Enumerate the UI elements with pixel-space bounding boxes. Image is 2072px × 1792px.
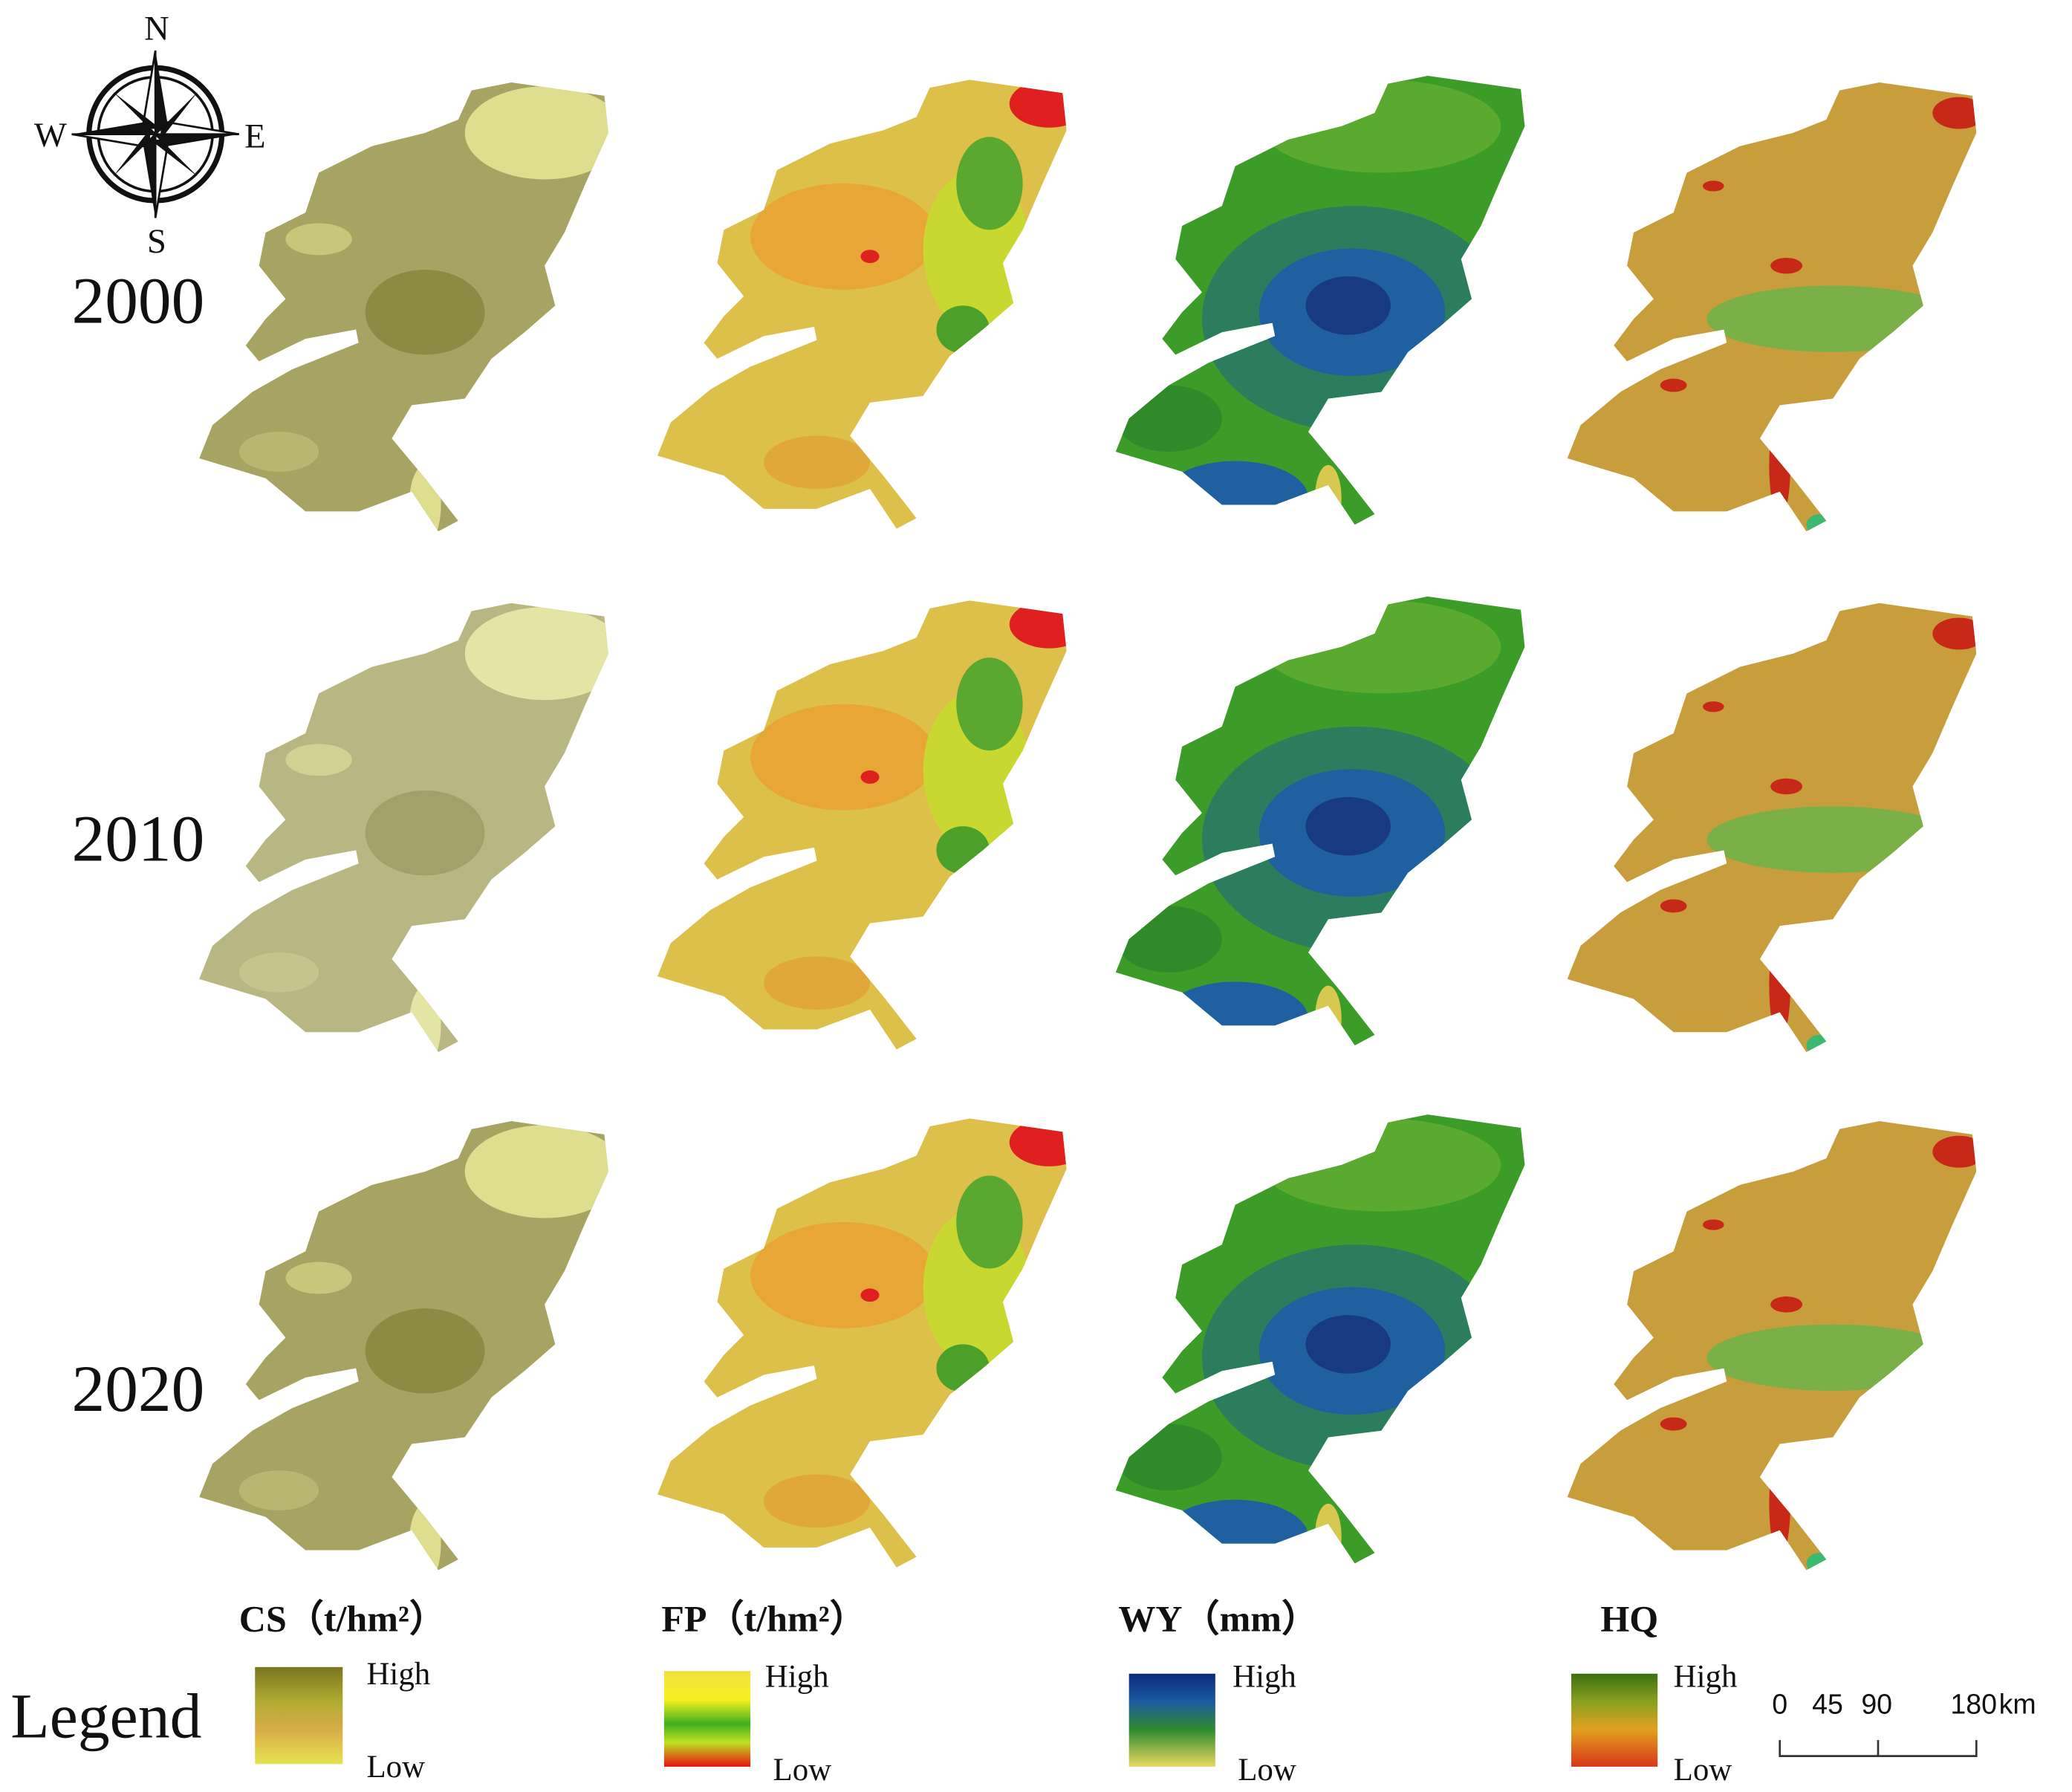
legend-heading: CS（t/hm²） [239, 1598, 446, 1640]
color-ramp [255, 1666, 343, 1765]
compass-south: S [147, 223, 166, 261]
map-wy [1116, 1112, 1527, 1574]
compass-east: E [244, 118, 265, 156]
legend-low: Low [1674, 1753, 1732, 1788]
legend-heading: HQ [1600, 1598, 1658, 1640]
compass-west: W [34, 117, 67, 155]
color-ramp [1571, 1673, 1658, 1767]
scale-tick-label: 180 [1950, 1688, 1997, 1719]
legend-title: Legend [10, 1681, 201, 1752]
legend-low: Low [773, 1753, 832, 1788]
map-fp [657, 1116, 1089, 1574]
map-wy [1116, 594, 1527, 1056]
color-ramp [1128, 1673, 1215, 1767]
legend-high: High [1674, 1660, 1738, 1695]
map-hq [1568, 600, 1986, 1059]
legend-high: High [765, 1660, 829, 1695]
compass: N S W E [34, 10, 265, 261]
map-cs [199, 600, 624, 1065]
legend-heading: FP（t/hm²） [661, 1598, 866, 1640]
legend-low: Low [1238, 1753, 1296, 1788]
scale-tick-label: 0 [1772, 1688, 1787, 1719]
year-label: 2020 [72, 1352, 205, 1426]
scale-unit: km [1999, 1688, 2036, 1719]
scale-tick-label: 45 [1812, 1688, 1843, 1719]
map-fp [657, 598, 1089, 1056]
legend-high: High [366, 1657, 430, 1692]
color-ramp [663, 1671, 751, 1767]
year-label: 2010 [72, 802, 205, 876]
map-wy [1116, 73, 1527, 535]
scale-tick-label: 90 [1861, 1688, 1892, 1719]
compass-north: N [144, 10, 169, 48]
map-hq [1568, 79, 1986, 538]
legend-high: High [1233, 1660, 1296, 1695]
year-label: 2000 [72, 264, 205, 338]
legend-low: Low [366, 1750, 425, 1785]
map-fp [657, 77, 1089, 536]
map-cs [199, 1118, 624, 1583]
maps [199, 73, 1986, 1583]
map-hq [1568, 1118, 1986, 1577]
legend-heading: WY（mm） [1118, 1598, 1319, 1640]
scale-bar: 0 45 90 180 km [1772, 1688, 2036, 1757]
